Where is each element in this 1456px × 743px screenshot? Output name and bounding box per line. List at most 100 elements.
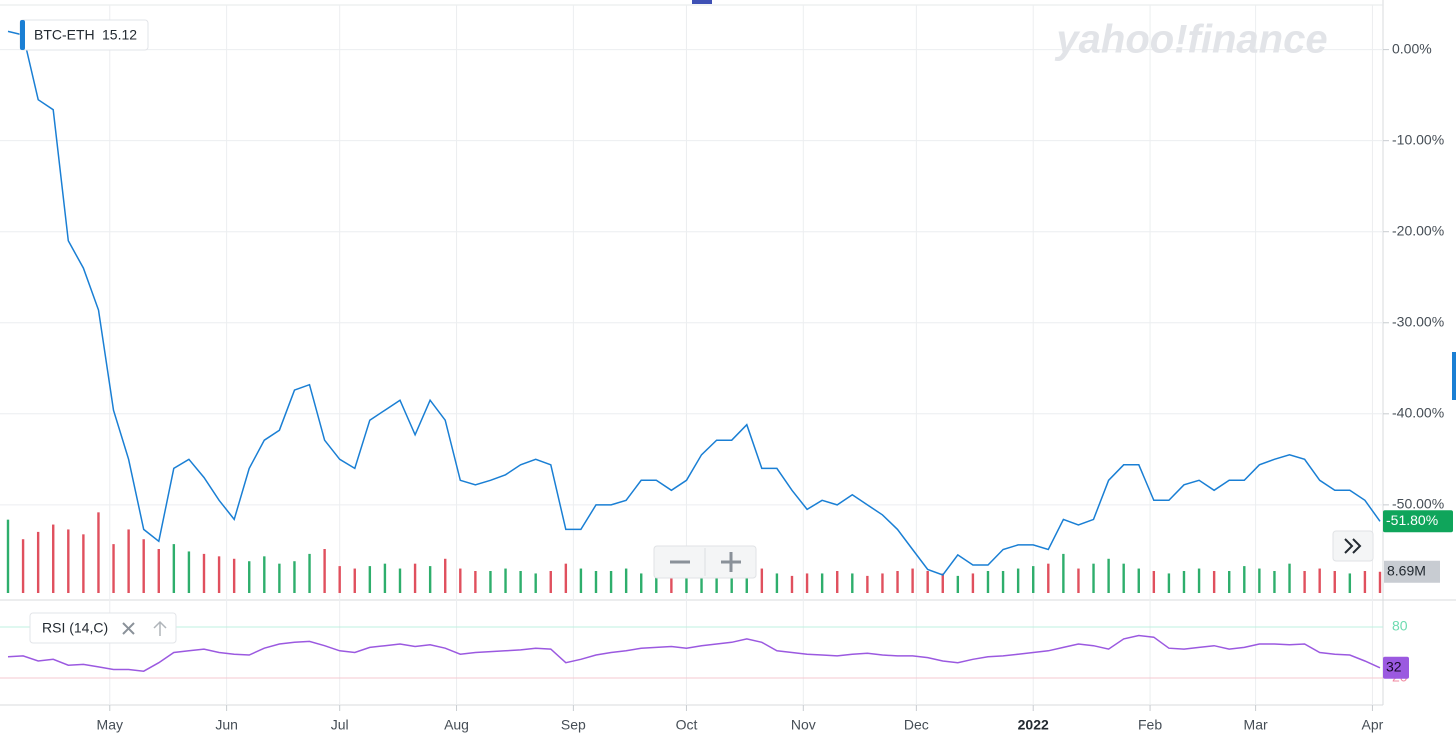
volume-bar [836,571,839,593]
volume-bar [1363,571,1367,593]
volume-bar [67,529,70,593]
volume-bar [594,571,598,593]
volume-bar [896,571,899,593]
volume-bar [1212,571,1216,593]
volume-bar [790,575,794,593]
volume-bar [1318,568,1321,593]
rsi-legend: RSI (14,C) [42,620,108,636]
x-tick-label: Jun [215,717,238,733]
volume-bar [986,571,990,593]
volume-bar [1152,571,1156,593]
legend-value: 15.12 [102,27,137,43]
y-tick-label: 0.00% [1392,40,1432,56]
volume-bar [172,544,176,593]
volume-bar [700,568,703,593]
volume-bar [715,566,718,593]
volume-bar [97,512,100,593]
volume-bar [1167,573,1171,593]
volume-bar [1062,553,1065,593]
volume-bar [459,568,462,593]
volume-bar [82,534,85,593]
volume-bar [1288,563,1291,593]
legend-label: BTC-ETH [34,27,95,43]
volume-bar [579,568,583,593]
volume-bar [353,568,356,593]
volume-bar [1228,571,1231,593]
volume-bar [1378,571,1382,593]
volume-bar [368,566,372,593]
volume-bar [444,558,447,593]
volume-bar [549,571,552,593]
y-tick-label: -20.00% [1392,222,1444,238]
volume-bar [881,573,884,593]
volume-bar [760,568,764,593]
volume-bar [971,573,975,593]
volume-bar [609,571,613,593]
volume-bar [911,568,914,593]
series-line [7,30,1381,576]
volume-bar [263,556,266,593]
remove-icon[interactable] [122,622,135,635]
top-handle [692,0,712,4]
volume-bar [1137,568,1140,593]
volume-bar [308,553,311,593]
volume-bar [534,573,537,593]
x-tick-label: 2022 [1018,717,1049,733]
series-line [7,634,1381,672]
legend-swatch [20,20,25,50]
last-value-box [1383,510,1453,533]
last-value-label: 32 [1386,658,1402,674]
volume-label-box [1384,560,1440,583]
volume-bar [685,571,688,593]
side-handle[interactable] [1452,352,1456,400]
volume-bar [1273,571,1276,593]
volume-bar [1001,571,1005,593]
volume-bar [293,561,296,593]
volume-bar [1092,563,1095,593]
volume-bar [187,551,191,593]
volume-label: 8.69M [1387,562,1426,578]
volume-bar [112,544,115,593]
x-tick-label: May [97,717,123,733]
x-tick-label: Dec [904,717,929,733]
volume-bar [202,553,206,593]
x-tick-label: Jul [331,717,349,733]
volume-bar [1047,563,1050,593]
y-tick-label: -10.00% [1392,131,1444,147]
y-tick-label: 80 [1392,618,1408,634]
volume-bar [851,573,854,593]
rsi-legend-box [29,612,177,644]
zoom-in[interactable] [721,552,741,572]
volume-bar [127,529,130,593]
volume-bar [564,563,568,593]
volume-bar [805,573,809,593]
y-tick-label: -50.00% [1392,496,1444,512]
volume-bar [866,575,869,593]
volume-bar [1258,568,1261,593]
volume-bar [383,563,387,593]
volume-bar [36,531,40,593]
volume-bar [413,563,417,593]
volume-bar [670,571,673,593]
volume-bar [1122,563,1125,593]
x-tick-label: Apr [1362,717,1384,733]
volume-bar [52,524,55,593]
move-icon[interactable] [153,620,167,636]
volume-bar [655,573,658,593]
x-tick-label: Nov [791,717,816,733]
volume-bar [338,566,341,593]
volume-bar [624,568,628,593]
volume-bar [474,571,477,593]
volume-bar [730,571,733,593]
volume-bar [745,571,748,593]
expand-icon [1344,538,1362,554]
volume-bar [1303,571,1306,593]
volume-bar [248,561,251,593]
volume-bar [1348,573,1352,593]
volume-bar [956,575,960,593]
volume-bar [428,566,432,593]
volume-bar [278,563,281,593]
x-tick-label: Feb [1138,717,1162,733]
